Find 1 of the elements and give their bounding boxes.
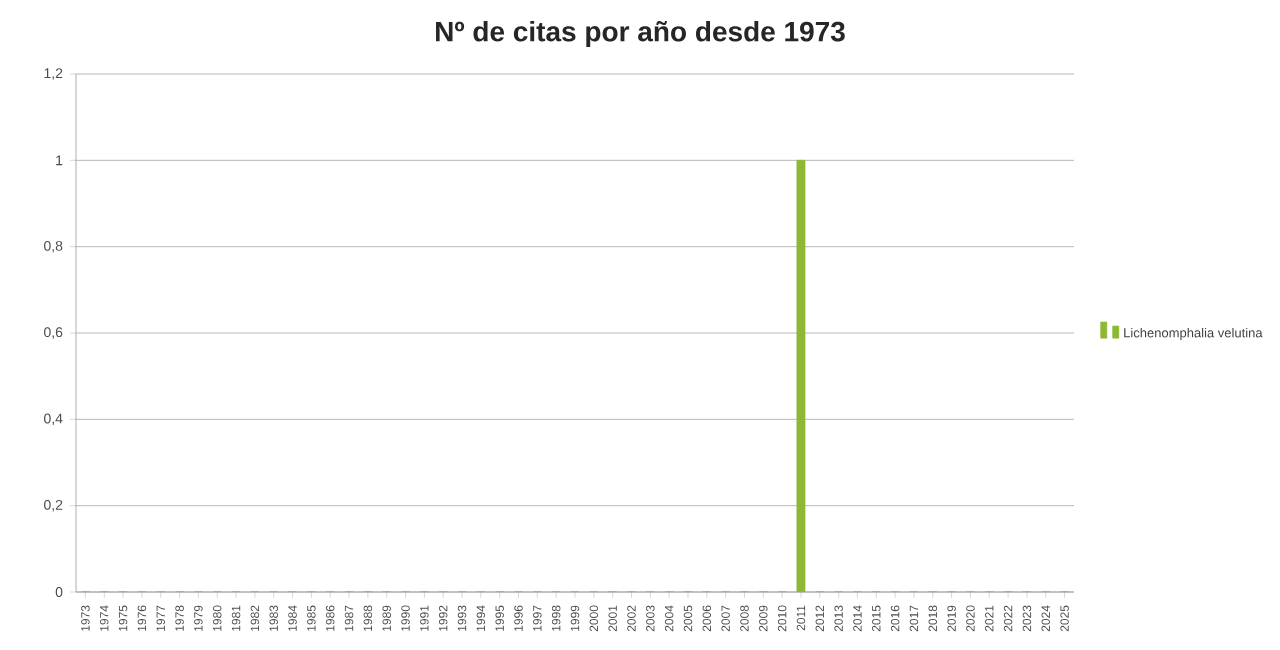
chart-title: Nº de citas por año desde 1973 (436, 20, 845, 48)
